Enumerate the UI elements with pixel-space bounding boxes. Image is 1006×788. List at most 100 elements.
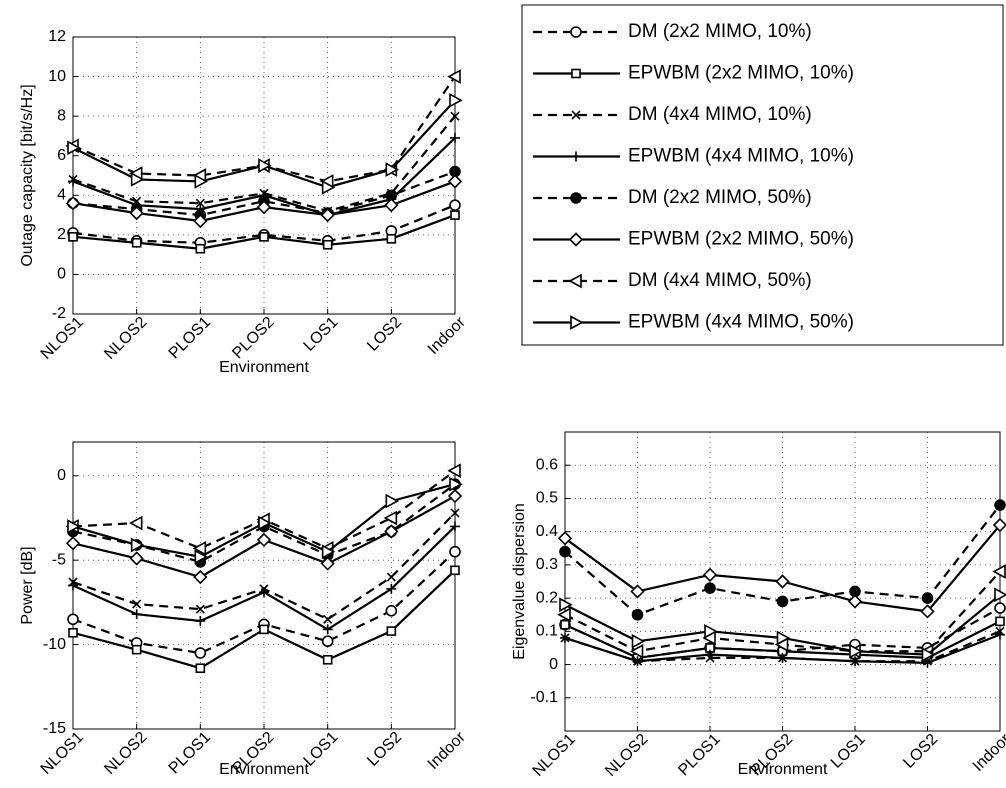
marker [849,643,863,659]
marker [568,273,582,289]
y-tick-label: 0.5 [536,490,558,507]
marker [194,174,209,189]
marker [68,580,78,591]
marker [992,517,1006,533]
marker [571,68,581,79]
marker [130,172,145,187]
marker [557,531,573,546]
marker [256,532,272,548]
marker [195,615,206,626]
marker [67,519,81,534]
y-tick-label: 0.2 [536,589,558,606]
marker [777,652,788,663]
marker [384,524,399,539]
marker [570,315,584,330]
marker [259,624,269,635]
marker [631,633,646,649]
x-tick-label: PLOS1 [166,729,215,778]
marker [922,657,933,668]
y-tick-label: 2 [57,226,66,243]
marker [323,614,333,624]
legend-label: EPWBM (4x4 MIMO, 50%) [628,312,854,333]
marker [921,592,934,604]
x-axis-label: Environment [738,761,828,778]
x-tick-label: LOS2 [364,314,405,355]
y-axis-label: Power [dB] [19,546,36,624]
marker [194,549,209,565]
marker [557,607,571,623]
x-tick-label: LOS2 [900,731,941,772]
y-tick-label: 0.6 [536,456,558,473]
marker [995,629,1005,640]
marker [67,613,79,626]
y-tick-label: -10 [43,636,66,653]
marker [447,69,461,84]
x-tick-label: LOS1 [828,731,869,772]
x-tick-label: Indoor [425,313,470,358]
marker [920,604,935,619]
marker [386,583,397,594]
marker [128,515,143,531]
marker [559,597,573,613]
x-tick-label: NLOS2 [602,731,651,780]
marker [320,556,335,571]
marker [571,110,581,120]
y-axis-label: Eigenvalue dispersion [511,503,528,660]
x-tick-label: PLOS2 [229,314,278,363]
marker [67,140,81,156]
marker [256,200,272,215]
legend-label: EPWBM (2x2 MIMO, 50%) [628,229,854,250]
x-tick-label: NLOS2 [101,314,150,363]
y-tick-label: 0.3 [536,556,558,573]
marker [258,158,272,173]
marker [65,536,81,551]
marker [386,572,396,582]
marker [130,537,145,553]
marker [383,510,398,526]
y-tick-label: -5 [52,551,66,568]
marker [630,584,645,599]
marker [450,521,460,532]
legend-label: DM (4x4 MIMO, 50%) [628,270,812,291]
marker [450,111,460,121]
x-tick-label: NLOS2 [101,729,150,778]
legend-box [521,4,1004,346]
marker [994,602,1006,614]
y-tick-label: 12 [48,28,66,45]
marker [447,174,463,189]
marker [258,515,272,531]
x-axis-label: Environment [219,359,309,376]
marker [195,604,205,614]
marker [447,463,461,479]
marker [450,132,460,143]
marker [259,587,269,598]
y-tick-label: -15 [43,720,66,737]
marker [559,545,571,558]
marker [570,26,582,38]
marker [386,234,397,244]
marker [994,587,1006,603]
marker [65,196,81,211]
y-tick-label: 6 [57,147,66,164]
x-axis-label: Environment [219,761,309,778]
x-tick-label: NLOS1 [530,731,579,780]
x-tick-label: Indoor [970,730,1006,775]
x-tick-label: PLOS1 [675,731,724,780]
legend-label: DM (4x4 MIMO, 10%) [628,104,812,125]
marker [192,541,207,556]
marker [776,595,789,608]
marker [570,192,582,204]
marker [195,243,206,254]
marker [68,627,78,638]
marker [384,198,399,213]
marker [568,232,584,247]
marker [450,565,460,576]
marker [631,608,644,621]
marker [386,626,397,636]
marker [68,176,78,187]
legend-label: DM (2x2 MIMO, 50%) [628,187,812,208]
y-tick-label: -2 [52,305,66,322]
marker [560,632,570,643]
marker [447,488,463,504]
